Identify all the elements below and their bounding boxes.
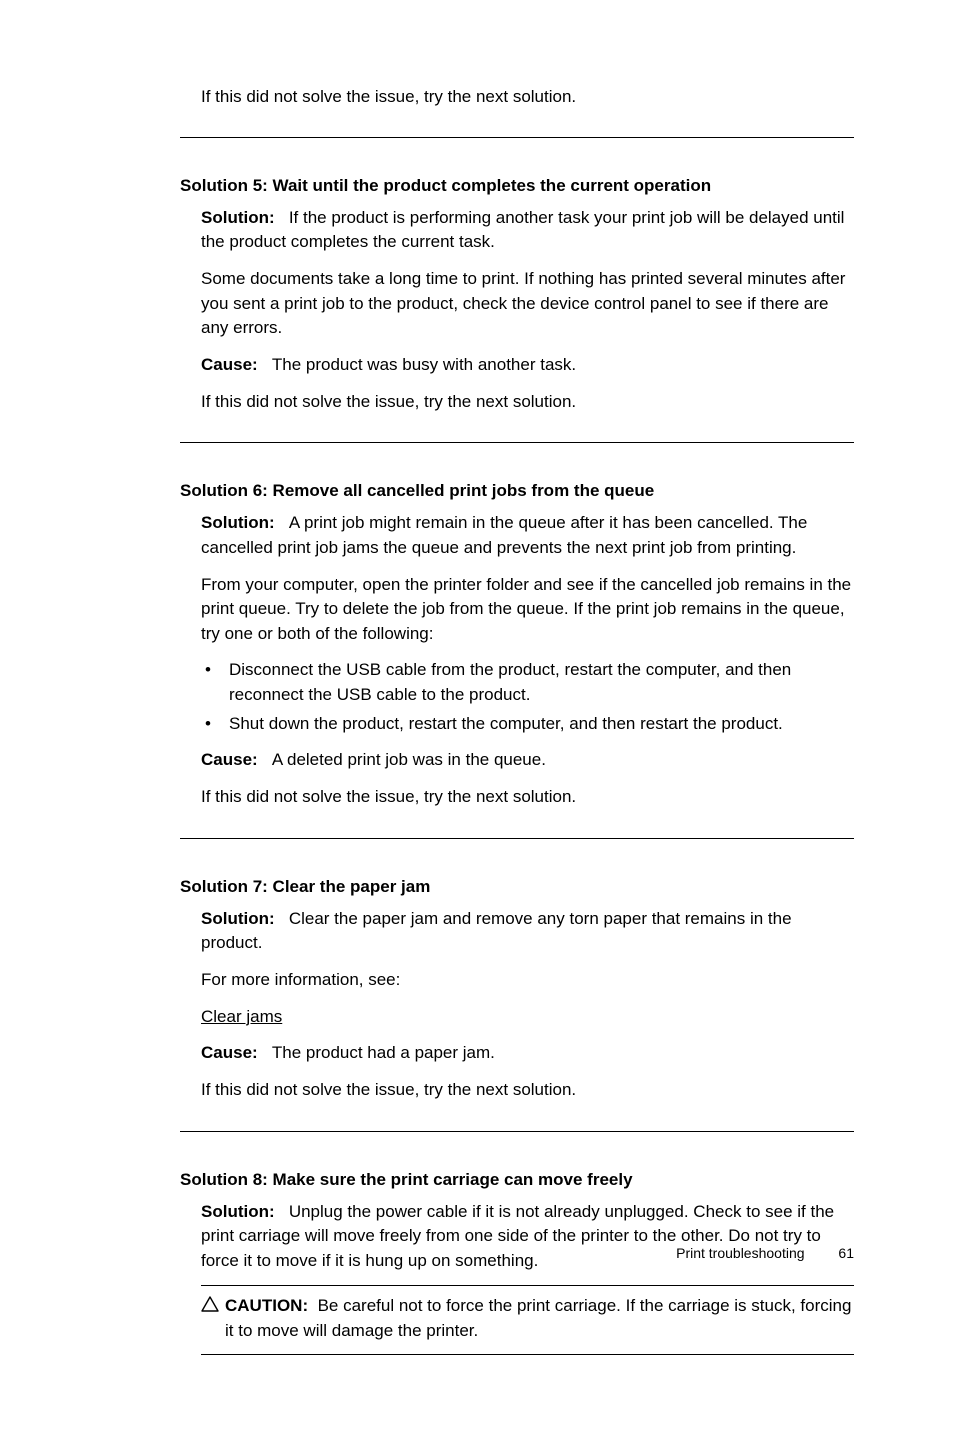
solution-7-section: Solution 7: Clear the paper jam Solution… (180, 877, 854, 1103)
clear-jams-link[interactable]: Clear jams (201, 1007, 282, 1026)
list-item: Disconnect the USB cable from the produc… (201, 658, 854, 707)
solution-label: Solution: (201, 909, 275, 928)
solution-6-section: Solution 6: Remove all cancelled print j… (180, 481, 854, 809)
caution-triangle-icon (201, 1296, 219, 1317)
solution-5-cause: Cause: The product was busy with another… (201, 353, 854, 378)
solution-7-heading: Solution 7: Clear the paper jam (180, 877, 854, 897)
cause-label: Cause: (201, 750, 258, 769)
solution-8-heading: Solution 8: Make sure the print carriage… (180, 1170, 854, 1190)
solution-7-cause-text: The product had a paper jam. (272, 1043, 495, 1062)
solution-7-para2: For more information, see: (201, 968, 854, 993)
solution-5-trailing: If this did not solve the issue, try the… (201, 390, 854, 415)
caution-box: CAUTION: Be careful not to force the pri… (201, 1285, 854, 1354)
intro-text: If this did not solve the issue, try the… (201, 85, 854, 109)
solution-label: Solution: (201, 513, 275, 532)
solution-6-para2: From your computer, open the printer fol… (201, 573, 854, 647)
solution-5-solution: Solution: If the product is performing a… (201, 206, 854, 255)
caution-label: CAUTION: (225, 1296, 308, 1315)
solution-6-heading: Solution 6: Remove all cancelled print j… (180, 481, 854, 501)
solution-5-heading: Solution 5: Wait until the product compl… (180, 176, 854, 196)
solution-7-link[interactable]: Clear jams (201, 1005, 854, 1030)
caution-body: Be careful not to force the print carria… (225, 1296, 851, 1340)
solution-6-cause: Cause: A deleted print job was in the qu… (201, 748, 854, 773)
section-divider (180, 838, 854, 839)
section-divider (180, 1131, 854, 1132)
solution-5-cause-text: The product was busy with another task. (272, 355, 576, 374)
solution-7-solution-text: Clear the paper jam and remove any torn … (201, 909, 792, 953)
solution-5-para2: Some documents take a long time to print… (201, 267, 854, 341)
solution-label: Solution: (201, 208, 275, 227)
solution-6-bullets: Disconnect the USB cable from the produc… (201, 658, 854, 736)
list-item: Shut down the product, restart the compu… (201, 712, 854, 737)
solution-7-trailing: If this did not solve the issue, try the… (201, 1078, 854, 1103)
section-divider (180, 137, 854, 138)
solution-8-section: Solution 8: Make sure the print carriage… (180, 1170, 854, 1355)
footer-page-number: 61 (838, 1245, 854, 1261)
section-divider (180, 442, 854, 443)
cause-label: Cause: (201, 355, 258, 374)
page-footer: Print troubleshooting 61 (676, 1245, 854, 1261)
caution-text: CAUTION: Be careful not to force the pri… (225, 1294, 854, 1343)
solution-8-solution: Solution: Unplug the power cable if it i… (201, 1200, 854, 1274)
solution-6-solution-text: A print job might remain in the queue af… (201, 513, 807, 557)
solution-6-solution: Solution: A print job might remain in th… (201, 511, 854, 560)
solution-5-solution-text: If the product is performing another tas… (201, 208, 844, 252)
solution-label: Solution: (201, 1202, 275, 1221)
cause-label: Cause: (201, 1043, 258, 1062)
solution-7-solution: Solution: Clear the paper jam and remove… (201, 907, 854, 956)
footer-section-label: Print troubleshooting (676, 1245, 804, 1261)
solution-6-trailing: If this did not solve the issue, try the… (201, 785, 854, 810)
solution-5-section: Solution 5: Wait until the product compl… (180, 176, 854, 414)
solution-6-cause-text: A deleted print job was in the queue. (272, 750, 546, 769)
solution-7-cause: Cause: The product had a paper jam. (201, 1041, 854, 1066)
